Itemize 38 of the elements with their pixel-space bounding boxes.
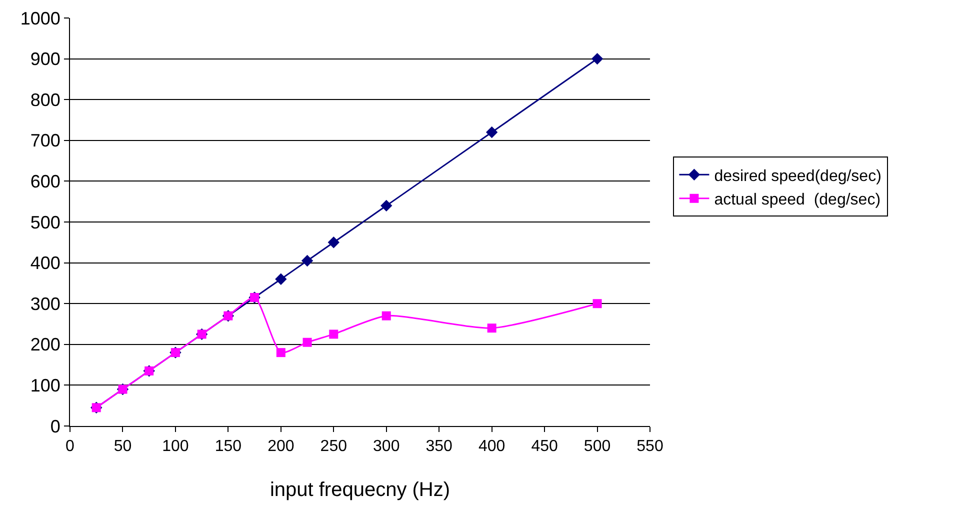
- x-tick-label: 200: [268, 438, 294, 456]
- point: [487, 324, 496, 333]
- point: [329, 330, 338, 339]
- point: [591, 52, 604, 65]
- y-tick-label: 300: [30, 294, 60, 314]
- x-tick-label: 550: [636, 438, 664, 456]
- point: [301, 254, 314, 267]
- x-axis-title: input frequecny (Hz): [270, 479, 450, 501]
- y-tick-label: 900: [30, 49, 60, 70]
- x-tick-label: 250: [320, 438, 348, 456]
- x-tick-label: 400: [478, 438, 506, 456]
- point: [486, 126, 498, 138]
- legend-label: desired speed(deg/sec): [714, 168, 882, 185]
- point: [276, 348, 286, 358]
- point: [275, 273, 287, 285]
- x-tick-label: 0: [66, 438, 75, 456]
- y-tick-label: 200: [30, 334, 60, 355]
- y-tick-label: 500: [30, 212, 60, 232]
- legend-label: actual speed (deg/sec): [714, 192, 881, 209]
- x-tick-label: 500: [584, 438, 611, 456]
- x-tick-label: 350: [426, 438, 453, 456]
- x-tick-label: 50: [114, 438, 132, 456]
- x-tick-label: 450: [531, 438, 558, 456]
- point: [380, 200, 392, 212]
- y-tick-label: 100: [30, 376, 60, 396]
- x-tick-label: 150: [214, 438, 242, 456]
- y-tick-label: 1000: [20, 8, 60, 28]
- x-tick-label: 100: [162, 438, 189, 456]
- point: [302, 338, 312, 347]
- x-tick-label: 300: [373, 438, 400, 456]
- y-tick-label: 700: [30, 130, 60, 151]
- point: [592, 299, 602, 308]
- point: [328, 236, 340, 248]
- y-tick-label: 400: [30, 253, 60, 274]
- point: [382, 311, 391, 320]
- y-tick-label: 800: [30, 90, 60, 110]
- y-tick-label: 600: [30, 172, 60, 192]
- y-tick-label: 0: [50, 416, 60, 436]
